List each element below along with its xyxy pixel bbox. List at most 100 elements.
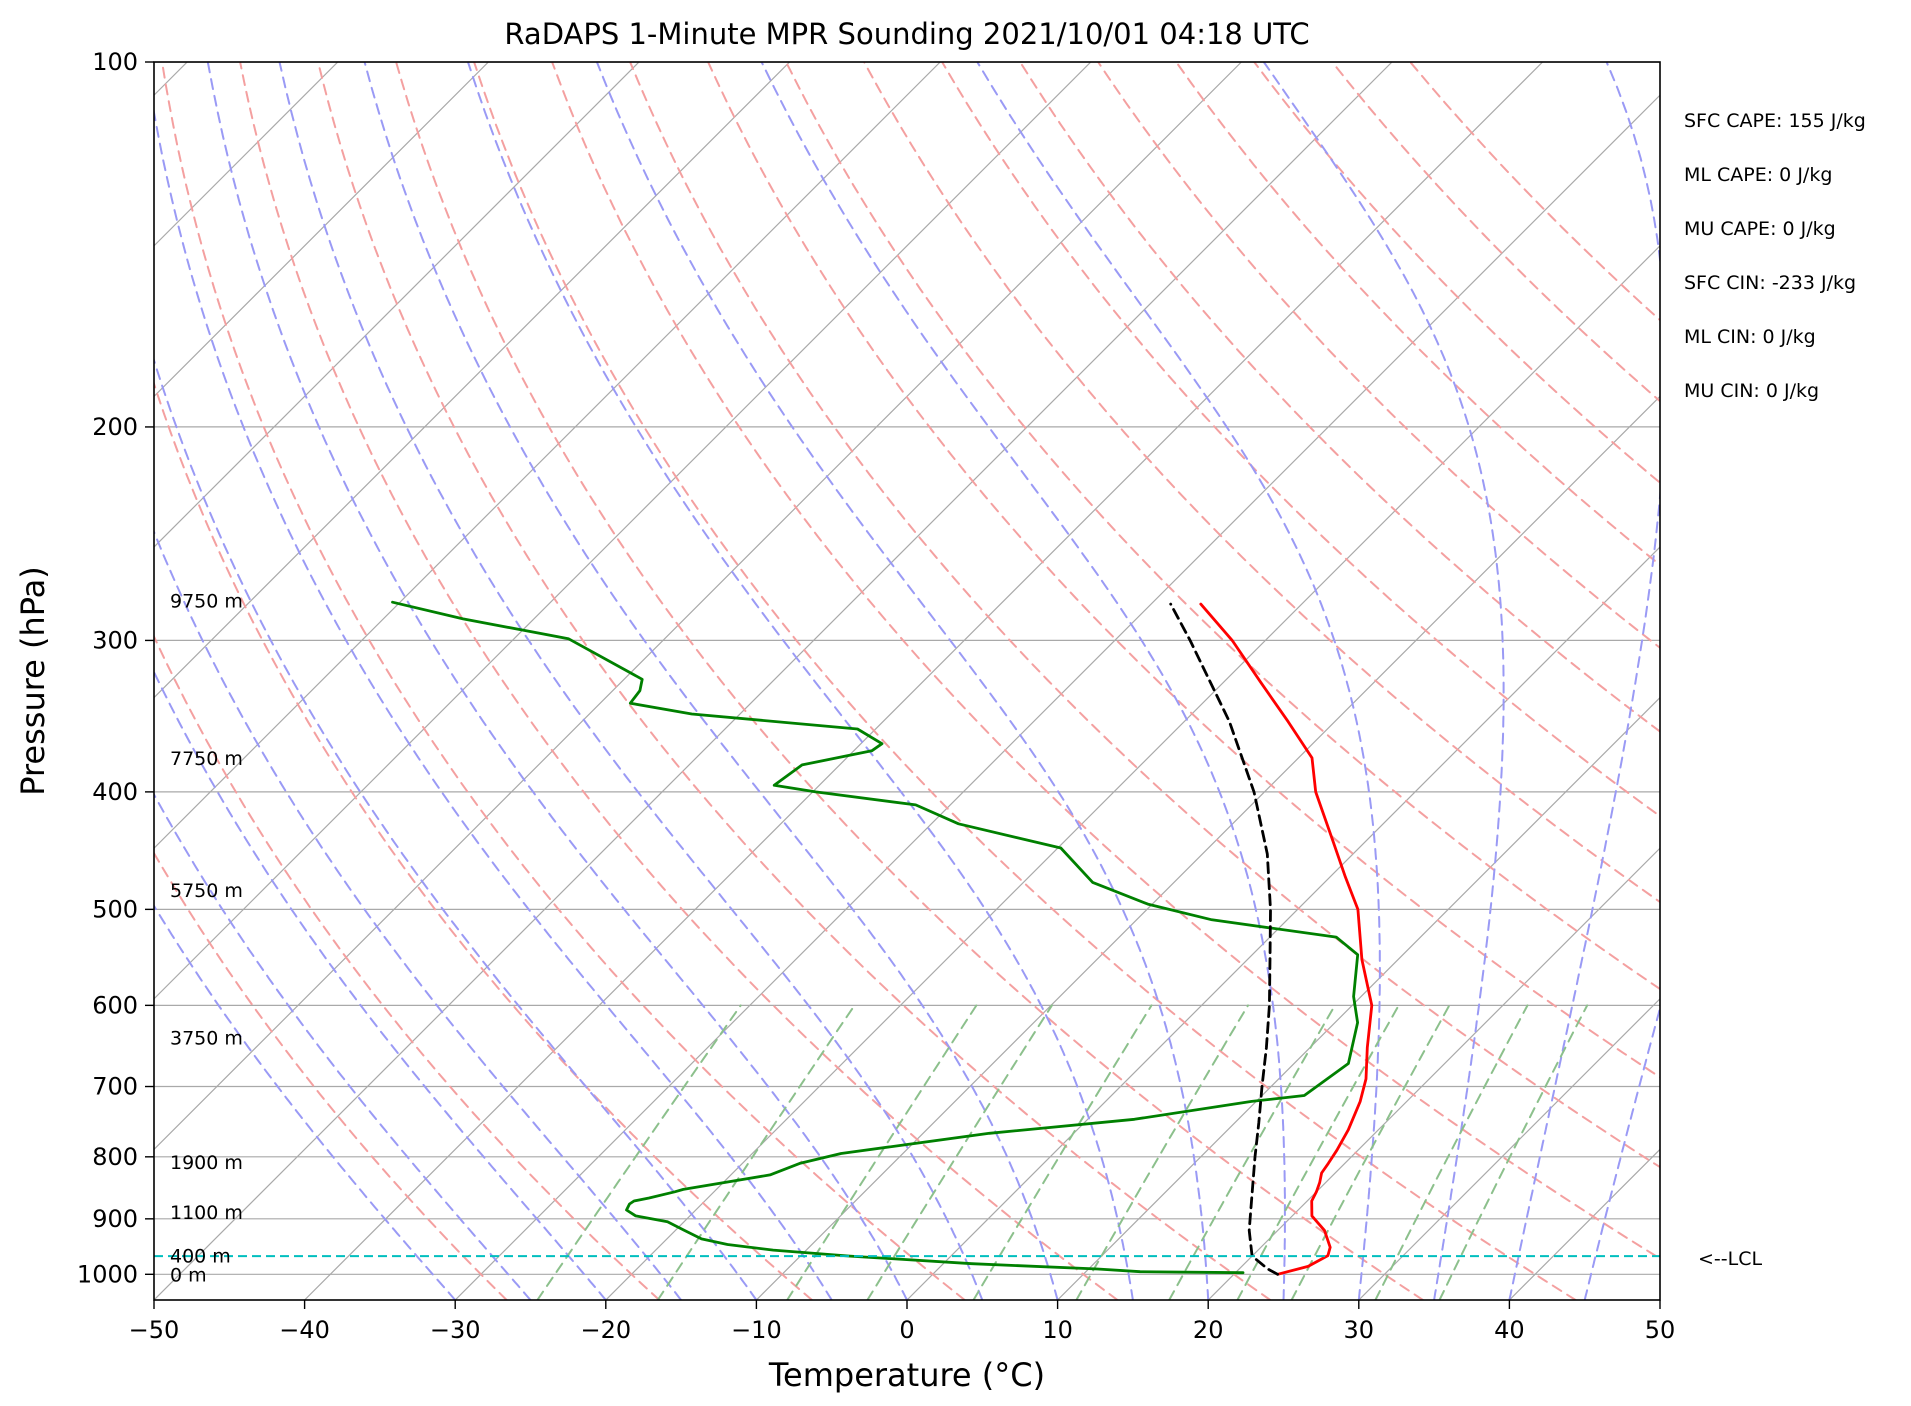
dry-adiabat-line (1175, 62, 1660, 567)
moist-adiabat-line (154, 529, 683, 1300)
sfc-cape-value: SFC CAPE: 155 J/kg (1684, 110, 1866, 132)
x-tick-label: −20 (580, 1316, 631, 1344)
dry-adiabat-line (1409, 62, 1660, 322)
height-label: 400 m (170, 1246, 231, 1268)
mu-cape-value: MU CAPE: 0 J/kg (1684, 218, 1836, 240)
mixing-ratio-line (1168, 1004, 1336, 1300)
mixing-ratio-line (536, 1004, 742, 1300)
moist-adiabat-line (1583, 1004, 1660, 1300)
x-axis-label: Temperature (°C) (768, 1356, 1045, 1394)
x-tick-label: −30 (430, 1316, 481, 1344)
isotherm-line (1057, 696, 1660, 1300)
y-tick-label: 1000 (77, 1260, 138, 1288)
dewpoint-trace (391, 600, 1360, 1275)
moist-adiabat-line (595, 62, 1210, 1300)
moist-adiabat-line (154, 106, 833, 1300)
moist-adiabat-line (154, 669, 607, 1300)
moist-adiabat-line (154, 792, 532, 1300)
mixing-ratio-line (1075, 1004, 1249, 1300)
moist-adiabat-line (467, 62, 1134, 1300)
height-label: 1900 m (170, 1152, 243, 1174)
y-tick-label: 400 (92, 778, 138, 806)
height-label: 9750 m (170, 590, 243, 612)
temperature-trace (1199, 602, 1374, 1276)
isotherm-line (304, 62, 1544, 1300)
plot-frame (153, 61, 1661, 1301)
y-tick-label: 100 (92, 48, 138, 76)
dry-adiabat-line (707, 62, 1660, 1079)
ml-cin-value: ML CIN: 0 J/kg (1684, 326, 1816, 348)
y-tick-label: 600 (92, 991, 138, 1019)
moist-adiabat-line (278, 62, 984, 1300)
mu-cin-value: MU CIN: 0 J/kg (1684, 380, 1820, 402)
moist-adiabat-line (976, 62, 1381, 1300)
dry-adiabat-line (473, 62, 1577, 1300)
height-label: 1100 m (170, 1202, 243, 1224)
dry-adiabat-line (863, 62, 1660, 904)
x-tick-label: 10 (1042, 1316, 1073, 1344)
y-tick-label: 800 (92, 1143, 138, 1171)
ml-cape-value: ML CAPE: 0 J/kg (1684, 164, 1833, 186)
isotherm-line (154, 62, 1092, 1000)
y-axis-label: Pressure (hPa) (14, 566, 52, 796)
isotherm-line (454, 94, 1660, 1300)
series-lines (391, 600, 1374, 1276)
axes: −50 −40 −30 −20 −10 0 10 20 30 40 50 100 200 300 400 50… (77, 48, 1675, 1344)
moist-adiabat-line (1262, 62, 1505, 1300)
parcel-trace (1169, 602, 1279, 1276)
dry-adiabat-line (239, 62, 1119, 1300)
chart-title: RaDAPS 1-Minute MPR Sounding 2021/10/01 … (504, 17, 1309, 51)
cape-cin-panel: SFC CAPE: 155 J/kg ML CAPE: 0 J/kg MU CA… (1684, 108, 1904, 432)
isotherm-line (1207, 847, 1660, 1300)
y-tick-label: 300 (92, 626, 138, 654)
isotherm-line (154, 62, 1393, 1300)
x-tick-label: −10 (731, 1316, 782, 1344)
dry-adiabat-line (1097, 62, 1660, 650)
dry-adiabat-line (785, 62, 1660, 991)
y-tick-label: 200 (92, 413, 138, 441)
dry-adiabat-line (551, 62, 1660, 1260)
isotherm-line (154, 62, 489, 398)
mixing-ratio-line (1374, 1004, 1529, 1300)
mixing-ratio-line (786, 1004, 978, 1300)
dry-adiabat-line (161, 62, 966, 1300)
height-label: 3750 m (170, 1028, 243, 1050)
mixing-ratio-line (1236, 1004, 1400, 1300)
dry-adiabat-line (154, 634, 661, 1300)
moist-adiabat-line (154, 357, 758, 1300)
x-tick-label: 50 (1645, 1316, 1676, 1344)
moist-adiabat-line (363, 62, 1059, 1300)
height-label: 7750 m (170, 748, 243, 770)
x-tick-label: −50 (129, 1316, 180, 1344)
moist-adiabat-line (1508, 62, 1660, 1300)
sfc-cin-value: SFC CIN: -233 J/kg (1684, 272, 1857, 294)
x-tick-label: 20 (1193, 1316, 1224, 1344)
x-tick-label: −40 (279, 1316, 330, 1344)
moist-adiabat-line (154, 903, 457, 1300)
height-label: 0 m (170, 1264, 207, 1286)
isotherm-line (154, 62, 1242, 1151)
isotherm-line (605, 244, 1660, 1300)
x-tick-label: 30 (1344, 1316, 1375, 1344)
y-tick-label: 900 (92, 1205, 138, 1233)
background-lines (154, 62, 1660, 1300)
isotherm-line (154, 62, 941, 850)
dry-adiabat-line (317, 62, 1272, 1300)
isotherm-line (1358, 997, 1660, 1300)
x-tick-label: 40 (1494, 1316, 1525, 1344)
x-tick-label: 0 (899, 1316, 914, 1344)
isotherm-line (154, 62, 640, 548)
mixing-ratio-line (866, 1004, 1053, 1300)
dry-adiabat-line (395, 62, 1424, 1300)
y-tick-label: 500 (92, 895, 138, 923)
y-tick-label: 700 (92, 1073, 138, 1101)
dry-adiabat-line (154, 380, 813, 1300)
mixing-ratio-line (1438, 1004, 1589, 1300)
height-label: 5750 m (170, 880, 243, 902)
mixing-ratio-line (972, 1004, 1153, 1300)
moist-adiabat-line (206, 62, 908, 1300)
dry-adiabat-line (154, 851, 508, 1300)
isotherm-line (154, 62, 791, 699)
